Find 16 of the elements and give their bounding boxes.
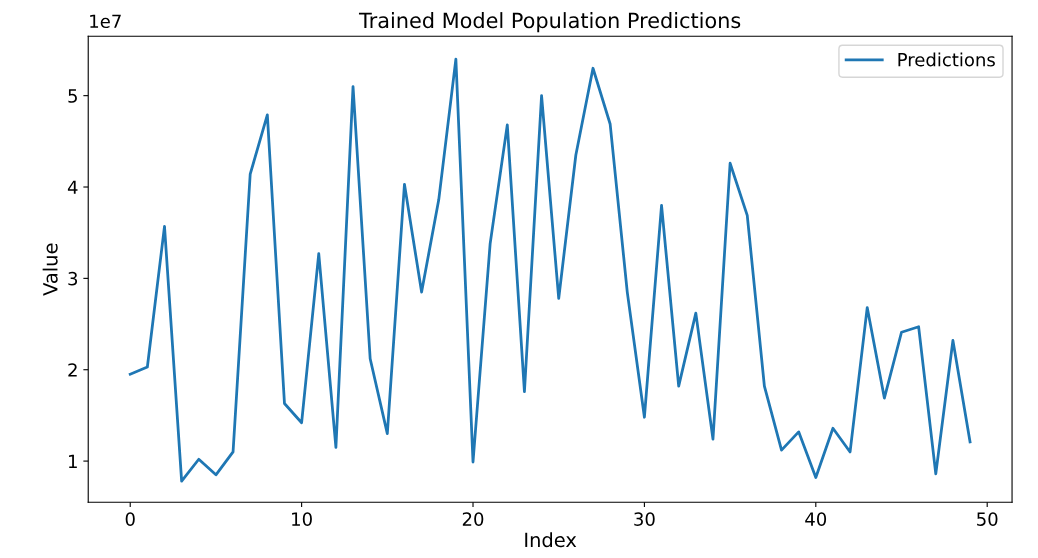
x-axis-title: Index bbox=[525, 532, 577, 548]
chart-title: Trained Model Population Predictions bbox=[358, 12, 741, 33]
x-tick-label: 50 bbox=[977, 512, 998, 526]
y-axis-title: Value bbox=[42, 243, 58, 296]
x-tick-label: 0 bbox=[125, 512, 135, 526]
y-tick-label: 3 bbox=[68, 271, 78, 286]
text: 1e7 bbox=[90, 14, 121, 29]
y-tick-label: 1 bbox=[69, 454, 77, 468]
y-tick-label: 5 bbox=[68, 89, 77, 103]
x-tick-label: 10 bbox=[292, 512, 312, 526]
x-tick-label: 40 bbox=[805, 512, 827, 526]
legend-label: Predictions bbox=[898, 52, 995, 67]
y-tick-label: 4 bbox=[67, 180, 78, 194]
x-tick-label: 30 bbox=[634, 512, 655, 526]
x-tick-label: 20 bbox=[462, 512, 484, 526]
y-tick-label: 2 bbox=[68, 363, 77, 377]
